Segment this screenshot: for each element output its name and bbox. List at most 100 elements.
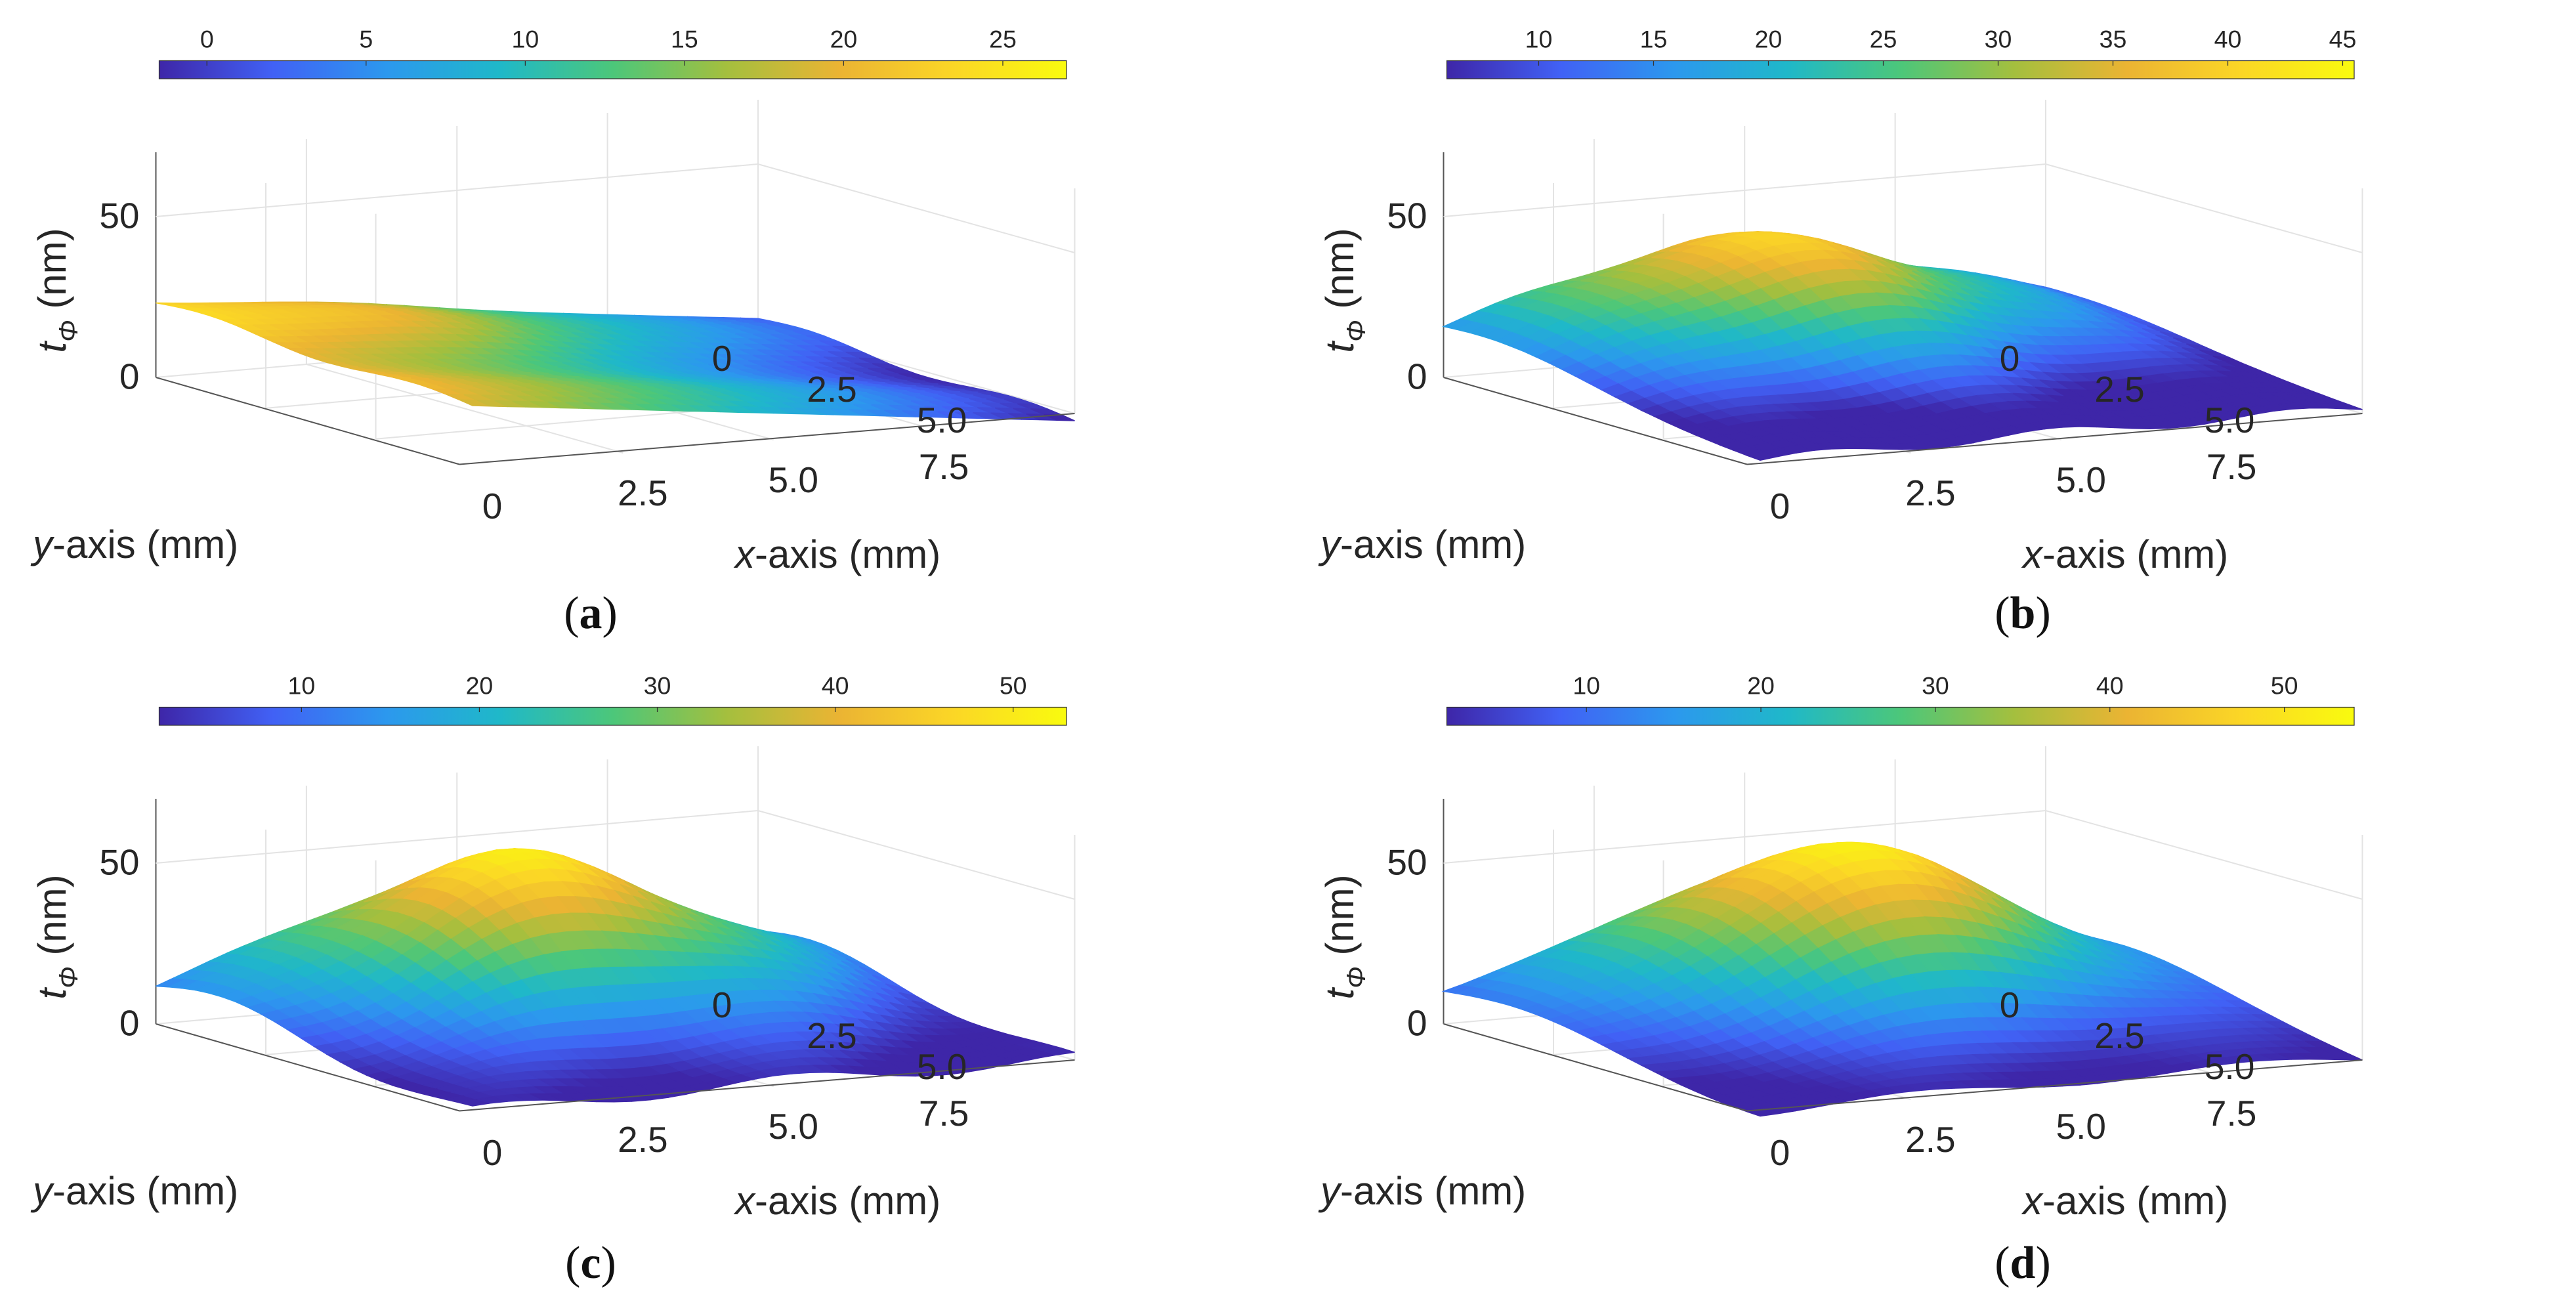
z-axis-label-unit: (nm) — [1318, 874, 1362, 966]
z-axis-label-symbol: t — [30, 341, 74, 353]
colorbar-tick-label: 20 — [1747, 672, 1775, 700]
y-axis-line — [1443, 1023, 1748, 1112]
grid-line — [1443, 163, 2363, 253]
surface-patch — [2331, 403, 2363, 410]
y-tick-label: 5.0 — [2205, 400, 2254, 440]
colorbar-tick-label: 40 — [822, 672, 849, 700]
z-axis-label-unit: (nm) — [30, 874, 74, 966]
chart-panel-b: 10 15 20 25 30 35 40 45 0 50 0 2.5 5.0 7.5 0 2.5 5.0 tΦ (… — [1288, 0, 2574, 656]
grid-line — [156, 163, 1075, 253]
z-tick-label: 0 — [1407, 1003, 1427, 1044]
y-axis-line — [156, 377, 460, 465]
grid-line — [306, 364, 623, 454]
x-tick-label: 5.0 — [2056, 1106, 2106, 1147]
y-tick-label: 2.5 — [2094, 369, 2144, 410]
x-tick-label: 5.0 — [769, 1106, 818, 1147]
x-tick-label: 7.5 — [2206, 446, 2256, 487]
surface-c — [156, 848, 1075, 1107]
z-tick-label: 0 — [119, 356, 140, 397]
x-tick-label: 7.5 — [919, 1093, 969, 1134]
z-axis-label: tΦ (nm) — [30, 228, 83, 352]
x-tick-label: 7.5 — [2206, 1093, 2256, 1134]
x-axis-label: x-axis (mm) — [733, 532, 940, 576]
z-axis-label-unit: (nm) — [30, 228, 74, 320]
y-tick-label: 0 — [2000, 338, 2020, 379]
x-axis-line — [1746, 1059, 2363, 1112]
surface-plot-b: 10 15 20 25 30 35 40 45 0 50 0 2.5 5.0 7.5 0 2.5 5.0 tΦ (… — [1318, 26, 2363, 576]
x-axis-line — [459, 413, 1075, 465]
colorbar-tick-label: 45 — [2329, 26, 2357, 53]
x-tick-label: 2.5 — [618, 1119, 667, 1160]
z-axis-label: tΦ (nm) — [1318, 874, 1371, 999]
chart-panel-c: 10 20 30 40 50 0 50 0 2.5 5.0 7.5 0 2.5 5.0 tΦ (nm) y-a… — [0, 647, 1286, 1303]
plot-group-b: 10 15 20 25 30 35 40 45 0 50 0 2.5 5.0 7.5 0 2.5 5.0 tΦ (… — [1318, 26, 2363, 576]
z-axis-label-subscript: Φ — [54, 320, 83, 341]
x-tick-label: 2.5 — [618, 473, 667, 513]
colorbar-tick-label: 30 — [1922, 672, 1949, 700]
x-axis-label: x-axis (mm) — [2021, 532, 2228, 576]
colorbar-tick-label: 20 — [830, 26, 858, 53]
y-tick-label: 5.0 — [2205, 1046, 2254, 1087]
x-axis-label: x-axis (mm) — [2021, 1179, 2228, 1223]
x-tick-label: 5.0 — [769, 459, 818, 500]
colorbar-tick-label: 50 — [2271, 672, 2298, 700]
panel-caption-b: (b) — [1995, 588, 2051, 639]
z-axis-label-subscript: Φ — [1342, 966, 1371, 988]
colorbar-tick-label: 10 — [1525, 26, 1553, 53]
z-axis-label-subscript: Φ — [1342, 320, 1371, 341]
y-axis-line — [1443, 377, 1748, 465]
surface-b — [1442, 231, 2363, 461]
colorbar-tick-label: 15 — [1640, 26, 1668, 53]
colorbar-tick-label: 5 — [359, 26, 373, 53]
z-axis-label-subscript: Φ — [54, 966, 83, 988]
chart-panel-a: 0 5 10 15 20 25 0 50 0 2.5 5.0 7.5 0 2.5 5.0 tΦ (nm) y-a… — [0, 0, 1286, 656]
colorbar — [158, 60, 1067, 79]
z-tick-label: 50 — [99, 842, 139, 883]
x-axis-label: x-axis (mm) — [733, 1179, 940, 1223]
colorbar-tick-label: 20 — [1755, 26, 1783, 53]
surface-d — [1441, 841, 2363, 1117]
x-tick-label: 0 — [1770, 1132, 1790, 1173]
colorbar-tick-label: 15 — [671, 26, 698, 53]
z-axis-label-symbol: t — [30, 987, 74, 1000]
y-axis-line — [156, 1023, 460, 1112]
x-tick-label: 0 — [482, 1132, 503, 1173]
panel-caption-d: (d) — [1995, 1238, 2051, 1288]
z-tick-label: 50 — [99, 196, 139, 236]
colorbar-tick-label: 10 — [1573, 672, 1600, 700]
y-tick-label: 5.0 — [917, 1046, 967, 1087]
z-axis-label: tΦ (nm) — [30, 874, 83, 999]
panel-caption-a: (a) — [564, 588, 618, 639]
z-axis-label-symbol: t — [1318, 987, 1362, 1000]
grid-line — [1443, 809, 2363, 900]
y-axis-label: y-axis (mm) — [1318, 522, 1526, 566]
plot-group-d: 10 20 30 40 50 0 50 0 2.5 5.0 7.5 0 2.5 5.0 tΦ (nm) y-a… — [1318, 672, 2363, 1223]
chart-panel-d: 10 20 30 40 50 0 50 0 2.5 5.0 7.5 0 2.5 5.0 tΦ (nm) y-a… — [1288, 647, 2574, 1303]
colorbar-tick-label: 0 — [200, 26, 214, 53]
colorbar — [1446, 706, 2355, 726]
colorbar-tick-label: 35 — [2100, 26, 2127, 53]
colorbar-tick-label: 50 — [1000, 672, 1027, 700]
surface-plot-a: 0 5 10 15 20 25 0 50 0 2.5 5.0 7.5 0 2.5 5.0 tΦ (nm) y-a… — [30, 26, 1076, 576]
y-tick-label: 2.5 — [2094, 1015, 2144, 1056]
colorbar-tick-label: 40 — [2214, 26, 2242, 53]
z-axis-label-symbol: t — [1318, 341, 1362, 353]
z-axis-label: tΦ (nm) — [1318, 228, 1371, 352]
colorbar-tick-label: 10 — [288, 672, 316, 700]
z-tick-label: 0 — [119, 1003, 140, 1044]
x-tick-label: 0 — [482, 486, 503, 526]
y-axis-label: y-axis (mm) — [1318, 1169, 1526, 1213]
surface-patch — [2331, 1053, 2363, 1061]
colorbar — [158, 706, 1067, 726]
x-tick-label: 0 — [1770, 486, 1790, 526]
colorbar-tick-label: 10 — [511, 26, 539, 53]
x-tick-label: 7.5 — [919, 446, 969, 487]
x-axis-line — [1746, 413, 2363, 465]
colorbar-tick-label: 40 — [2096, 672, 2124, 700]
x-tick-label: 5.0 — [2056, 459, 2106, 500]
colorbar-tick-label: 30 — [1985, 26, 2012, 53]
y-axis-label: y-axis (mm) — [30, 522, 238, 566]
colorbar-tick-label: 30 — [644, 672, 671, 700]
grid-line — [156, 809, 1075, 900]
z-tick-label: 0 — [1407, 356, 1427, 397]
